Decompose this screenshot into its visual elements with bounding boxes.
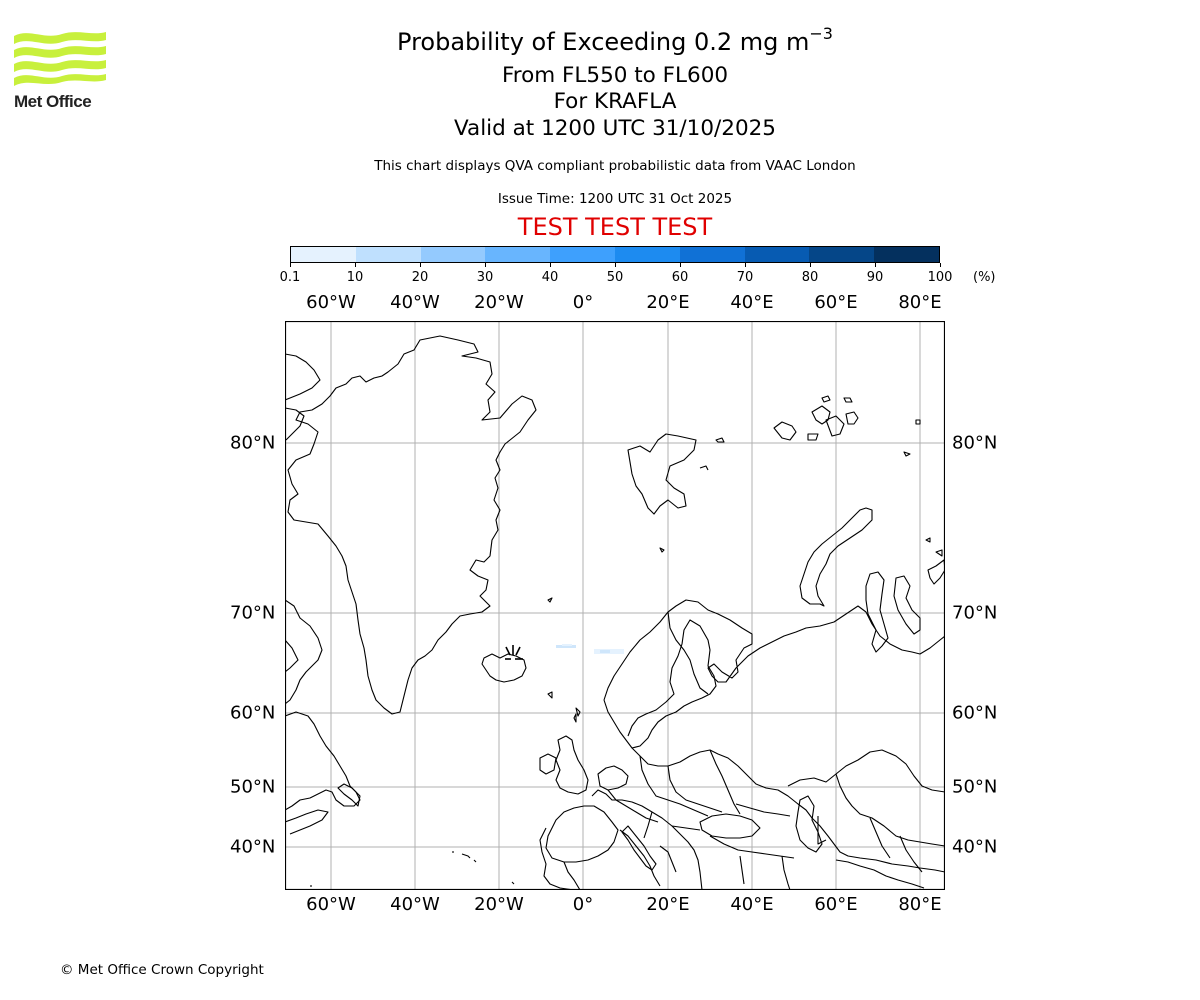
map-canvas bbox=[284, 320, 946, 891]
longitude-label: 0° bbox=[572, 894, 594, 915]
colorbar-segment bbox=[744, 247, 810, 262]
latitude-label: 80°N bbox=[952, 432, 998, 454]
met-office-wave-icon bbox=[14, 32, 106, 86]
colorbar-tick bbox=[875, 263, 876, 267]
colorbar-tick bbox=[680, 263, 681, 267]
probability-patches bbox=[556, 644, 624, 654]
longitude-label: 60°W bbox=[306, 894, 356, 915]
colorbar-unit: (%) bbox=[973, 270, 996, 285]
map-panel[interactable] bbox=[284, 320, 946, 891]
latitude-label: 50°N bbox=[230, 776, 276, 798]
colorbar-segment bbox=[874, 247, 939, 262]
longitude-label: 20°E bbox=[646, 894, 690, 915]
level-range: From FL550 to FL600 bbox=[501, 63, 729, 88]
colorbar-tick-label: 20 bbox=[411, 270, 429, 285]
latitude-label: 40°N bbox=[230, 836, 276, 858]
longitude-label: 0° bbox=[572, 292, 594, 313]
longitude-label: 40°W bbox=[390, 292, 440, 313]
latitude-label: 80°N bbox=[230, 432, 276, 454]
colorbar-tick bbox=[940, 263, 941, 267]
volcano-name: For KRAFLA bbox=[553, 89, 677, 114]
colorbar-segment bbox=[355, 247, 421, 262]
colorbar-tick-label: 90 bbox=[866, 270, 884, 285]
issue-time: Issue Time: 1200 UTC 31 Oct 2025 bbox=[497, 191, 733, 207]
colorbar-segment bbox=[550, 247, 615, 262]
longitude-label: 60°W bbox=[306, 292, 356, 313]
colorbar-tick-label: 10 bbox=[346, 270, 364, 285]
latitude-label: 40°N bbox=[952, 836, 998, 858]
graticule bbox=[285, 321, 945, 890]
colorbar-tick-label: 80 bbox=[801, 270, 819, 285]
colorbar-tick-label: 0.1 bbox=[279, 270, 301, 285]
colorbar-segment bbox=[291, 247, 356, 262]
latitude-label: 50°N bbox=[952, 776, 998, 798]
colorbar-tick-label: 70 bbox=[736, 270, 754, 285]
longitude-label: 60°E bbox=[814, 292, 858, 313]
copyright-footer: © Met Office Crown Copyright bbox=[60, 962, 264, 978]
latitude-label: 60°N bbox=[952, 702, 998, 724]
longitude-label: 40°W bbox=[390, 894, 440, 915]
met-office-logo: Met Office bbox=[14, 30, 109, 112]
longitude-label: 20°W bbox=[474, 894, 524, 915]
title-superscript: −3 bbox=[809, 24, 833, 43]
title-main: Probability of Exceeding 0.2 mg m bbox=[397, 28, 810, 56]
colorbar-tick-label: 100 bbox=[927, 270, 953, 285]
longitude-label: 80°E bbox=[898, 894, 942, 915]
colorbar-tick bbox=[485, 263, 486, 267]
colorbar-tick-label: 30 bbox=[476, 270, 494, 285]
longitude-label: 60°E bbox=[814, 894, 858, 915]
colorbar-tick bbox=[420, 263, 421, 267]
colorbar-segment bbox=[809, 247, 875, 262]
colorbar-segment bbox=[485, 247, 551, 262]
colorbar-tick-label: 60 bbox=[671, 270, 689, 285]
map-frame bbox=[284, 320, 946, 891]
colorbar-tick bbox=[615, 263, 616, 267]
coastlines bbox=[285, 335, 945, 890]
test-banner: TEST TEST TEST bbox=[517, 213, 713, 241]
logo-text: Met Office bbox=[14, 92, 92, 111]
colorbar bbox=[290, 246, 940, 263]
colorbar-segment bbox=[420, 247, 486, 262]
valid-time: Valid at 1200 UTC 31/10/2025 bbox=[453, 116, 776, 141]
colorbar-tick bbox=[810, 263, 811, 267]
colorbar-segment bbox=[614, 247, 680, 262]
longitude-label: 20°W bbox=[474, 292, 524, 313]
longitude-label: 40°E bbox=[730, 894, 774, 915]
colorbar-segment bbox=[679, 247, 745, 262]
colorbar-tick-label: 40 bbox=[541, 270, 559, 285]
latitude-label: 70°N bbox=[230, 602, 276, 624]
chart-description: This chart displays QVA compliant probab… bbox=[374, 158, 856, 174]
colorbar-tick bbox=[355, 263, 356, 267]
longitude-label: 40°E bbox=[730, 292, 774, 313]
latitude-label: 60°N bbox=[230, 702, 276, 724]
latitude-label: 70°N bbox=[952, 602, 998, 624]
longitude-label: 20°E bbox=[646, 292, 690, 313]
volcano-marker bbox=[505, 645, 523, 660]
chart-title: Probability of Exceeding 0.2 mg m−3 bbox=[0, 24, 1200, 56]
longitude-label: 80°E bbox=[898, 292, 942, 313]
colorbar-tick bbox=[745, 263, 746, 267]
colorbar-tick bbox=[550, 263, 551, 267]
colorbar-tick bbox=[290, 263, 291, 267]
colorbar-tick-label: 50 bbox=[606, 270, 624, 285]
